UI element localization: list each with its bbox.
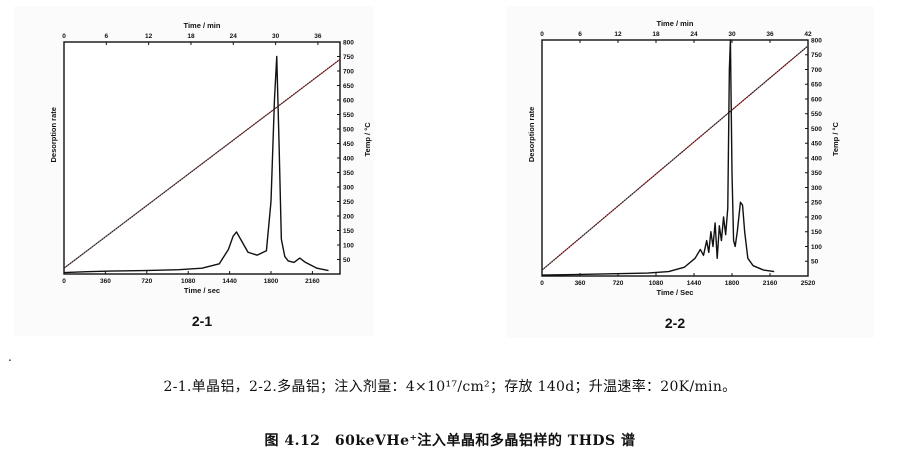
caption-line: 2-1.单晶铝，2-2.多晶铝；注入剂量：4×10¹⁷/cm²；存放 140d；… bbox=[163, 379, 737, 395]
x-tick-label: 1440 bbox=[222, 278, 237, 285]
right-tick-label: 100 bbox=[343, 242, 354, 249]
x-tick-label: 1800 bbox=[725, 280, 740, 287]
temperature-ramp-line bbox=[63, 58, 341, 269]
right-tick-label: 550 bbox=[343, 112, 354, 119]
top-tick-label: 24 bbox=[690, 31, 698, 38]
x-tick-label: 1440 bbox=[687, 280, 702, 287]
top-axis-title: Time / min bbox=[184, 21, 221, 30]
top-tick-label: 24 bbox=[230, 33, 238, 40]
right-tick-label: 800 bbox=[343, 39, 354, 46]
right-tick-label: 750 bbox=[343, 54, 354, 61]
right-tick-label: 550 bbox=[811, 111, 822, 118]
top-tick-label: 18 bbox=[187, 33, 195, 40]
x-tick-label: 2520 bbox=[801, 280, 816, 287]
right-tick-label: 500 bbox=[811, 126, 822, 133]
panel-label: 2-1 bbox=[192, 313, 212, 329]
top-tick-label: 12 bbox=[614, 31, 622, 38]
top-tick-label: 6 bbox=[578, 31, 582, 38]
right-tick-label: 400 bbox=[811, 155, 822, 162]
top-tick-label: 36 bbox=[766, 31, 774, 38]
x-tick-label: 1800 bbox=[264, 278, 279, 285]
x-tick-label: 1080 bbox=[181, 278, 196, 285]
desorption-curve bbox=[63, 55, 329, 274]
y-axis-title: Desorption rate bbox=[49, 107, 58, 162]
right-tick-label: 350 bbox=[811, 170, 822, 177]
top-tick-label: 30 bbox=[272, 33, 280, 40]
x-axis-title: Time / Sec bbox=[657, 288, 694, 297]
right-tick-label: 400 bbox=[343, 155, 354, 162]
right-tick-label: 100 bbox=[811, 244, 822, 251]
right-tick-label: 300 bbox=[811, 185, 822, 192]
right-tick-label: 350 bbox=[343, 170, 354, 177]
chart-2-1: 0 360 720 1080 1440 1800 2160 0 6 12 18 24 30 36 50 100… bbox=[49, 21, 372, 329]
chart-2-2: 0 360 720 1080 1440 1800 2160 2520 0 6 12 18 24 30 36 4… bbox=[527, 19, 840, 331]
top-tick-label: 18 bbox=[652, 31, 660, 38]
right-tick-label: 450 bbox=[343, 141, 354, 148]
top-tick-label: 0 bbox=[62, 33, 66, 40]
right-tick-label: 250 bbox=[343, 199, 354, 206]
x-tick-label: 720 bbox=[613, 280, 624, 287]
x-tick-label: 0 bbox=[62, 278, 66, 285]
right-tick-label: 150 bbox=[343, 228, 354, 235]
right-tick-label: 500 bbox=[343, 126, 354, 133]
x-tick-label: 360 bbox=[575, 280, 586, 287]
top-tick-label: 6 bbox=[105, 33, 109, 40]
right-tick-label: 700 bbox=[811, 67, 822, 74]
x-tick-label: 2160 bbox=[305, 278, 320, 285]
plot-frame bbox=[63, 41, 341, 275]
right-tick-label: 200 bbox=[811, 214, 822, 221]
right-tick-label: 600 bbox=[343, 97, 354, 104]
x-tick-label: 1080 bbox=[649, 280, 664, 287]
right-tick-label: 800 bbox=[811, 37, 822, 44]
right-tick-label: 50 bbox=[811, 259, 819, 266]
top-tick-label: 30 bbox=[728, 31, 736, 38]
x-tick-label: 720 bbox=[141, 278, 152, 285]
right-tick-label: 50 bbox=[343, 257, 351, 264]
bullet-mark: . bbox=[8, 350, 12, 364]
right-tick-label: 300 bbox=[343, 184, 354, 191]
right-axis-title: Temp / °C bbox=[831, 121, 840, 156]
x-tick-label: 0 bbox=[540, 280, 544, 287]
desorption-curve bbox=[541, 39, 775, 276]
chart-panel-2-1: 0 360 720 1080 1440 1800 2160 0 6 12 18 24 30 36 50 100… bbox=[14, 6, 374, 336]
right-tick-label: 150 bbox=[811, 229, 822, 236]
right-tick-label: 750 bbox=[811, 52, 822, 59]
right-tick-label: 650 bbox=[343, 83, 354, 90]
right-tick-label: 650 bbox=[811, 82, 822, 89]
right-tick-label: 200 bbox=[343, 213, 354, 220]
x-tick-label: 2160 bbox=[763, 280, 778, 287]
figure-title: 图 4.12 60keVHe⁺注入单晶和多晶铝样的 THDS 谱 bbox=[264, 433, 636, 449]
top-tick-label: 12 bbox=[145, 33, 153, 40]
right-tick-label: 700 bbox=[343, 68, 354, 75]
right-axis-title: Temp / °C bbox=[363, 122, 372, 157]
top-axis-title: Time / min bbox=[657, 19, 694, 28]
right-tick-label: 600 bbox=[811, 96, 822, 103]
x-axis-title: Time / sec bbox=[184, 286, 220, 295]
top-tick-label: 36 bbox=[314, 33, 322, 40]
top-tick-label: 42 bbox=[804, 31, 812, 38]
x-tick-label: 360 bbox=[100, 278, 111, 285]
y-axis-title: Desorption rate bbox=[527, 107, 536, 162]
top-tick-label: 0 bbox=[540, 31, 544, 38]
right-tick-label: 250 bbox=[811, 200, 822, 207]
chart-panel-2-2: 0 360 720 1080 1440 1800 2160 2520 0 6 12 18 24 30 36 4… bbox=[506, 6, 874, 338]
panel-label: 2-2 bbox=[665, 315, 685, 331]
temperature-ramp-line bbox=[541, 45, 809, 271]
right-tick-label: 450 bbox=[811, 141, 822, 148]
